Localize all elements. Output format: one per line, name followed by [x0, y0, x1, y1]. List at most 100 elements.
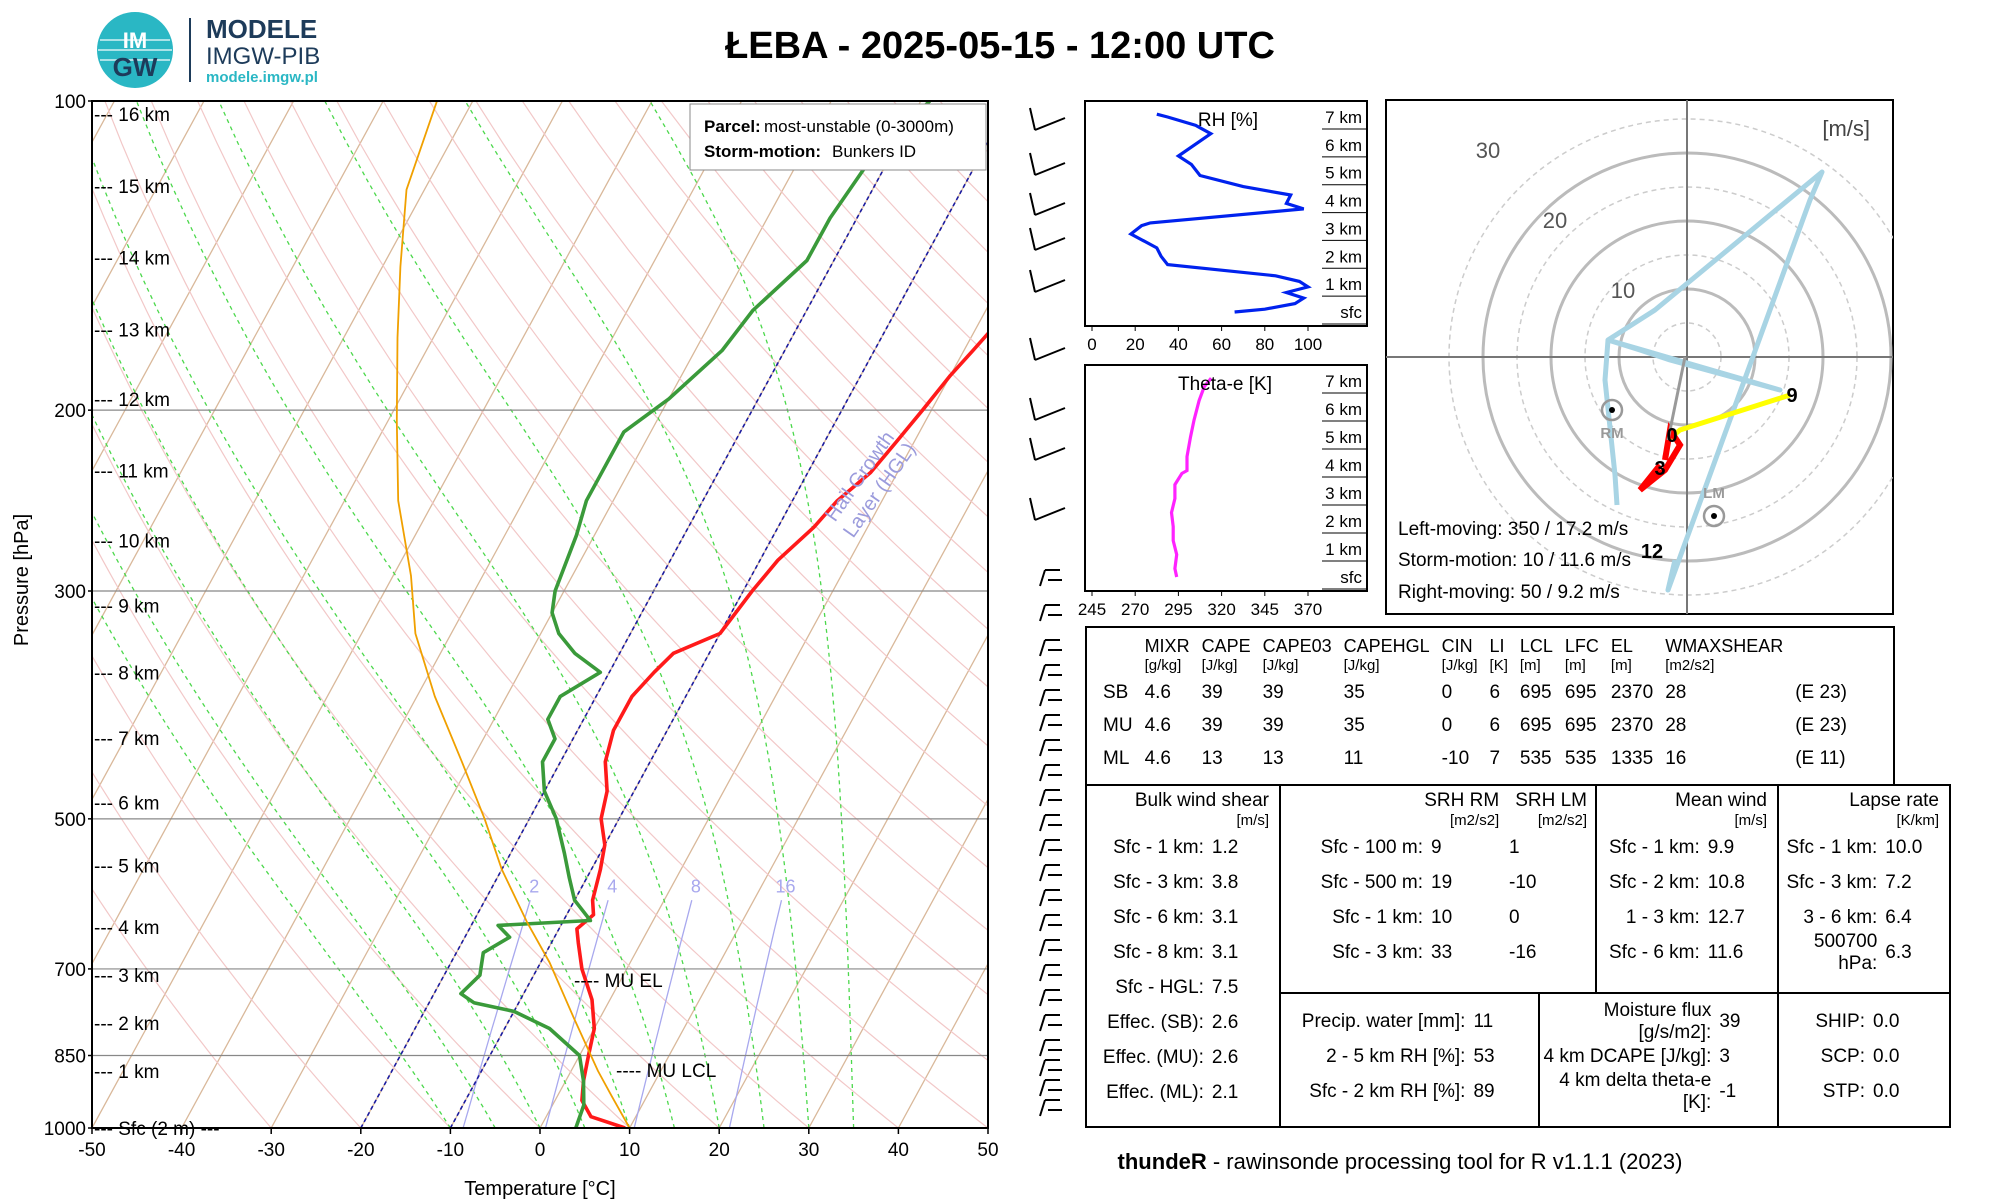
param-row-label: SB: [1103, 681, 1129, 703]
dry-adiabat: [475, 101, 988, 688]
isotherm: [181, 101, 743, 1128]
wind-barb: [1039, 1099, 1062, 1117]
wind-barbs: [1029, 107, 1066, 1117]
param-cell: 6: [1489, 681, 1501, 703]
y-tick-label: 500: [54, 810, 86, 831]
param-header: CAPE03 [J/kg]: [1262, 636, 1332, 674]
param-cell: 7: [1489, 747, 1501, 769]
height-label: --- 15 km: [94, 177, 170, 198]
param-cell: 1335: [1610, 747, 1654, 769]
y-tick-label: 700: [54, 960, 86, 981]
param-cell: 39: [1201, 681, 1223, 703]
rh-x-tick-label: 0: [1087, 335, 1096, 354]
hodo-storm-motion: Storm-motion: 10 / 11.6 m/s: [1398, 550, 1631, 571]
param-cell: 28: [1665, 681, 1687, 703]
param-cell: 16: [1665, 747, 1687, 769]
wind-barb: [1029, 192, 1066, 216]
stat-row: 500700 hPa: 6.3: [1813, 930, 1912, 974]
theta-y-tick-label: 7 km: [1325, 372, 1362, 391]
stat-row: Precip. water [mm]: 11: [1301, 1010, 1494, 1032]
wind-barb: [1039, 714, 1062, 732]
shear-title: Bulk wind shear: [1134, 790, 1269, 811]
logo-name: MODELE: [206, 14, 317, 44]
param-cell: 2370: [1610, 681, 1654, 703]
meanwind-unit: [m/s]: [1734, 812, 1768, 829]
theta-x-tick-label: 270: [1121, 600, 1149, 619]
param-cell: 35: [1343, 681, 1365, 703]
wind-barb: [1039, 639, 1062, 657]
param-row-label: MU: [1103, 714, 1133, 736]
flux-box: Moisture flux [g/s/m2]: 39 4 km DCAPE [J/k…: [1538, 992, 1779, 1128]
theta-x-tick-label: 370: [1294, 600, 1322, 619]
stat-row: Effec. (SB): 2.6: [1107, 1011, 1239, 1033]
mixing-ratio-line: [633, 900, 693, 1128]
param-header: WMAXSHEAR [m2/s2]: [1665, 636, 1784, 674]
wind-barb: [1039, 814, 1062, 832]
stat-row: Moisture flux [g/s/m2]: 39: [1603, 999, 1741, 1043]
wind-barb: [1029, 497, 1066, 521]
storm-marker-dot: [1711, 513, 1717, 519]
theta-y-tick-label: 3 km: [1325, 484, 1362, 503]
param-header: LCL [m]: [1519, 636, 1553, 674]
shear-unit: [m/s]: [1236, 812, 1270, 829]
param-cell: 39: [1262, 714, 1284, 736]
hodo-ring-label: 20: [1543, 208, 1567, 233]
param-cell: 6: [1489, 714, 1501, 736]
height-label: --- 3 km: [94, 966, 159, 987]
rh-x-tick-label: 60: [1212, 335, 1231, 354]
legend-storm-key: Storm-motion:: [704, 142, 821, 161]
imgw-logo: IM GW MODELE IMGW-PIB modele.imgw.pl: [97, 12, 320, 88]
stat-row: SCP: 0.0: [1820, 1045, 1900, 1067]
wind-barb: [1039, 989, 1062, 1007]
wind-barb: [1029, 269, 1066, 293]
wind-barb: [1029, 107, 1066, 131]
param-header: LFC [m]: [1564, 636, 1599, 674]
height-label: --- 16 km: [94, 105, 170, 126]
isotherm: [92, 101, 653, 1128]
dry-adiabat: [150, 101, 988, 1128]
stat-row: Sfc - 2 km: 10.8: [1609, 871, 1745, 893]
storm-marker-label: LM: [1703, 485, 1725, 502]
srh-box: SRH RM [m2/s2] SRH LM [m2/s2] Sfc - 100 m:…: [1279, 784, 1597, 994]
wind-barb: [1029, 152, 1066, 176]
x-tick-label: -50: [78, 1140, 105, 1161]
lapse-title: Lapse rate: [1849, 790, 1939, 811]
mixing-ratio-label: 2: [529, 877, 539, 897]
wind-barb: [1039, 1079, 1062, 1097]
height-label: --- 11 km: [94, 462, 169, 483]
composite-box: SHIP: 0.0 SCP: 0.0 STP: 0.0: [1777, 992, 1951, 1128]
stat-row: Sfc - 8 km: 3.1: [1113, 941, 1239, 963]
height-label: --- 4 km: [94, 918, 159, 939]
stat-row: SHIP: 0.0: [1815, 1010, 1900, 1032]
mu-el-label: ---- MU EL: [574, 971, 663, 992]
stat-row: Sfc - 3 km: 33 -16: [1332, 941, 1537, 963]
stat-row: Sfc - 6 km: 3.1: [1113, 906, 1239, 928]
param-row: ML 4.6 13 13 11 -10 7 535 535 1335 16 (E 11): [1097, 742, 1853, 775]
rh-panel: [1084, 100, 1368, 327]
x-tick-label: 50: [977, 1140, 998, 1161]
param-cell: 0: [1441, 681, 1453, 703]
dry-adiabat: [614, 101, 988, 518]
rh-x-tick-label: 100: [1294, 335, 1322, 354]
param-header: MIXR [g/kg]: [1144, 636, 1190, 674]
stat-row: 1 - 3 km: 12.7: [1625, 906, 1745, 928]
height-label: --- 13 km: [94, 321, 170, 342]
height-label: --- 5 km: [94, 856, 159, 877]
param-row: MU 4.6 39 39 35 0 6 695 695 2370 28 (E 23): [1097, 709, 1853, 742]
stat-row: Sfc - HGL: 7.5: [1115, 976, 1239, 998]
mixing-ratio-line: [544, 900, 609, 1128]
theta-x-tick-label: 295: [1164, 600, 1192, 619]
param-cell: 13: [1201, 747, 1223, 769]
height-label: --- 6 km: [94, 793, 159, 814]
mu-lcl-label: ---- MU LCL: [616, 1061, 716, 1082]
srh-rm-unit: [m2/s2]: [1450, 812, 1500, 829]
wind-barb: [1029, 437, 1066, 461]
param-cell: 39: [1201, 714, 1223, 736]
y-tick-label: 100: [54, 92, 86, 113]
figure-title: ŁEBA - 2025-05-15 - 12:00 UTC: [725, 25, 1275, 67]
dry-adiabat: [568, 101, 988, 574]
hodo-mean-vector: [1666, 356, 1687, 441]
theta-y-tick-label: sfc: [1340, 568, 1362, 587]
x-tick-label: -10: [437, 1140, 464, 1161]
